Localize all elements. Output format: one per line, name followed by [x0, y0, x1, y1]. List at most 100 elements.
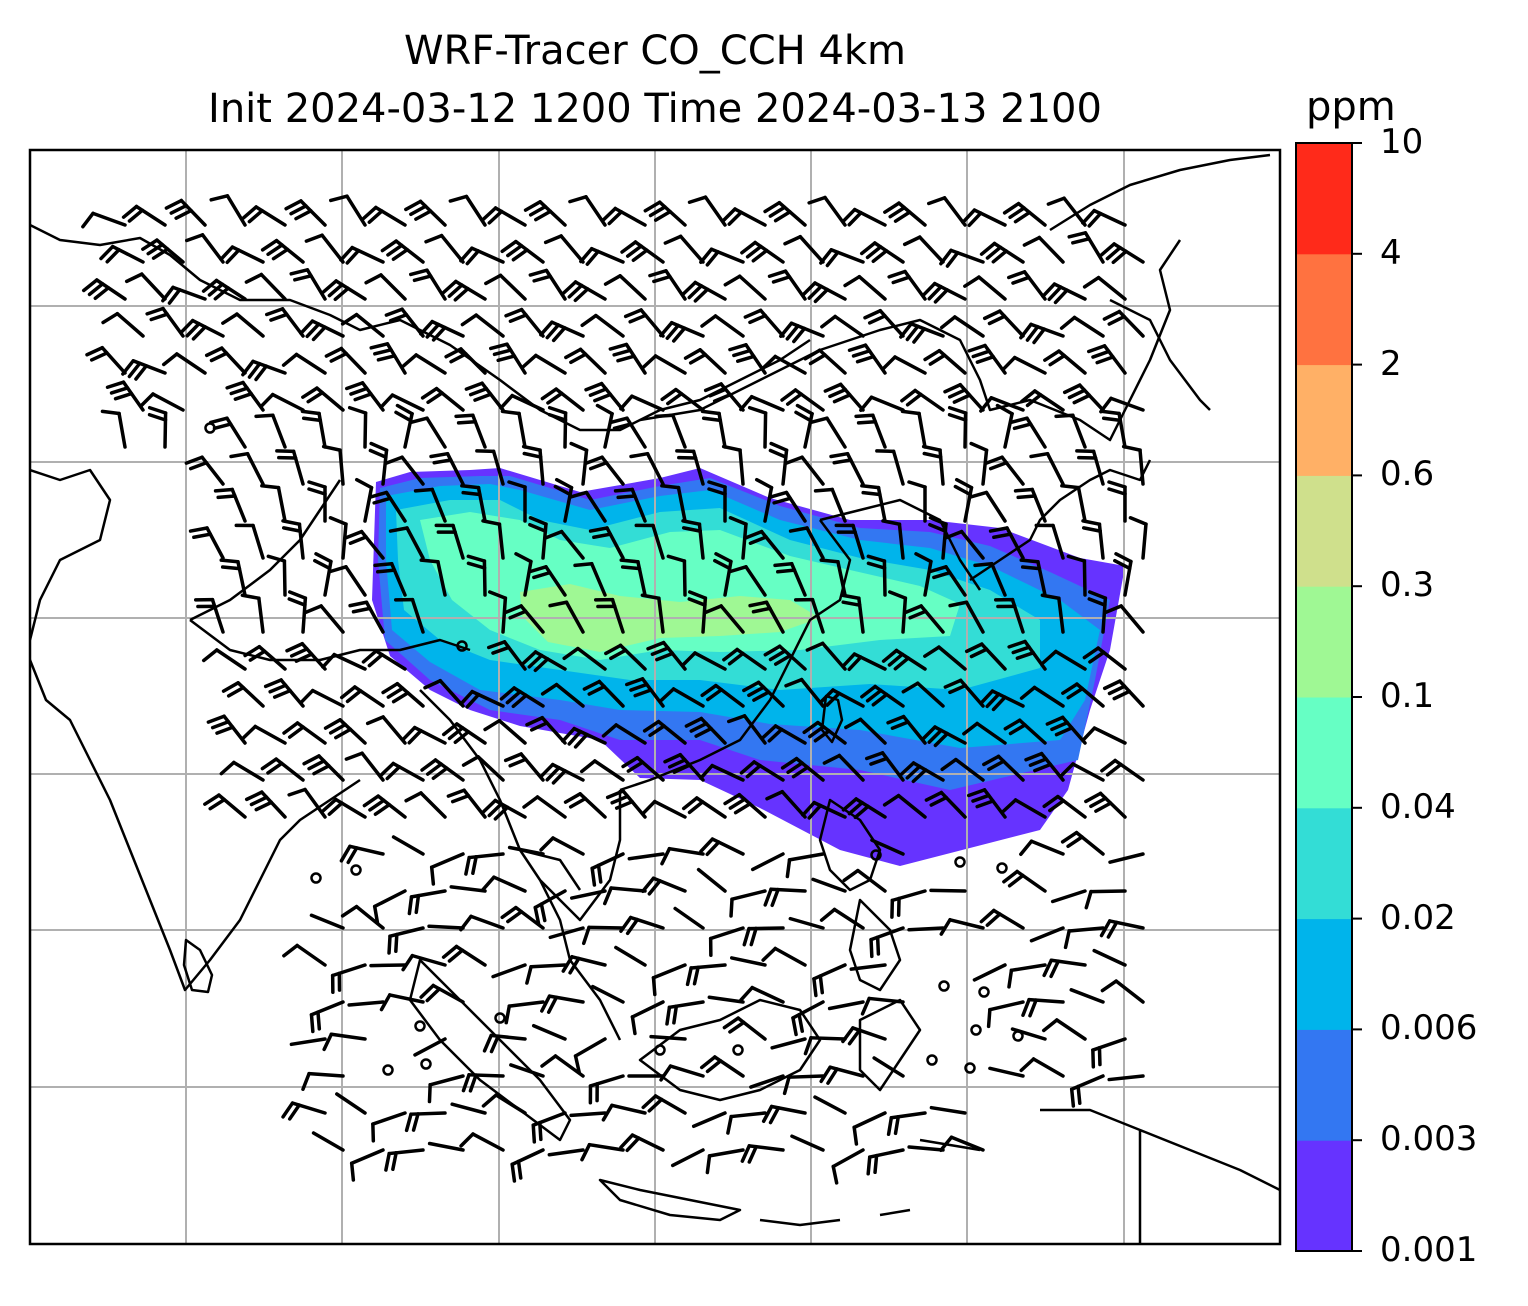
- wind-barb: [881, 648, 927, 671]
- wind-barb: [1099, 919, 1145, 939]
- wind-barb: [499, 686, 545, 709]
- wind-barb: [613, 487, 647, 523]
- wind-barb: [742, 680, 785, 708]
- wind-barb: [105, 380, 145, 412]
- wind-barb: [219, 558, 247, 597]
- wind-barb: [413, 1037, 447, 1057]
- colorbar-segment: [1296, 697, 1352, 809]
- wind-barb: [1002, 201, 1047, 227]
- wind-barb: [368, 490, 407, 523]
- wind-barb: [339, 844, 385, 865]
- wind-barb: [595, 403, 614, 449]
- wind-barb: [1107, 1074, 1145, 1082]
- wind-barb: [801, 281, 847, 304]
- wind-barb: [927, 196, 967, 227]
- wind-barb: [281, 352, 327, 375]
- wind-barb: [943, 382, 985, 412]
- colorbar-segment: [1296, 475, 1352, 587]
- wind-barb: [1042, 958, 1087, 979]
- wind-barb: [721, 207, 767, 227]
- wind-barb: [890, 889, 927, 919]
- wind-barb: [811, 877, 847, 893]
- wind-barb: [504, 1000, 545, 1025]
- wind-barb: [569, 1111, 607, 1118]
- wind-barb: [481, 1093, 527, 1115]
- wind-barb: [449, 885, 487, 893]
- wind-barb: [309, 1000, 345, 1034]
- wind-barb: [788, 526, 825, 560]
- wind-barb: [1069, 1074, 1105, 1108]
- wind-barb: [1082, 646, 1127, 671]
- wind-barb: [812, 963, 847, 998]
- wind-barb: [663, 752, 705, 782]
- wind-barb: [203, 793, 247, 819]
- wind-barb: [860, 684, 905, 708]
- wind-barb: [1103, 604, 1145, 634]
- wind-barb: [739, 394, 785, 412]
- wind-barb: [685, 963, 727, 987]
- wind-barb: [819, 248, 865, 268]
- wind-barb: [843, 274, 887, 301]
- wind-barb: [588, 1074, 625, 1105]
- island-sri-lanka: [182, 938, 214, 994]
- wind-barb: [767, 269, 807, 301]
- wind-barb: [705, 1148, 745, 1175]
- wind-barb: [881, 355, 927, 375]
- wind-barb: [829, 451, 865, 486]
- wind-barb: [768, 441, 789, 486]
- wind-barb: [509, 1063, 545, 1078]
- wind-barb: [573, 1037, 607, 1075]
- wind-barb: [309, 913, 345, 930]
- islands-lesser-sunda: [759, 1138, 981, 1227]
- wind-barb: [614, 945, 647, 967]
- wind-barb: [347, 405, 368, 449]
- wind-barb: [869, 926, 905, 959]
- wind-barb: [1019, 685, 1065, 708]
- wind-barb: [929, 1105, 967, 1115]
- wind-barb: [907, 1145, 945, 1152]
- wind-barb: [1029, 451, 1065, 486]
- wind-barb: [813, 1095, 847, 1115]
- wind-barb: [441, 722, 487, 745]
- wind-barb: [302, 754, 345, 782]
- wind-barb: [1121, 444, 1145, 486]
- wind-barb: [1100, 409, 1127, 449]
- wind-barb: [569, 889, 607, 900]
- wind-barb: [1043, 349, 1087, 375]
- wind-barb: [763, 644, 807, 671]
- wind-barb: [899, 761, 945, 784]
- wind-barb: [819, 558, 847, 597]
- wind-barb: [429, 451, 465, 486]
- wind-barb: [790, 1134, 825, 1152]
- wind-barb: [254, 413, 287, 449]
- wind-barb: [681, 651, 727, 671]
- wind-barb: [528, 565, 567, 597]
- wind-barb: [699, 763, 745, 782]
- wind-barb: [401, 353, 447, 375]
- wind-barb: [902, 235, 945, 264]
- wind-barb: [287, 590, 308, 634]
- wind-barb: [1081, 726, 1127, 745]
- wind-barb: [907, 926, 945, 932]
- wind-barb: [881, 519, 905, 560]
- wind-barb: [707, 995, 745, 1004]
- wind-barb: [640, 593, 665, 634]
- wind-barb: [263, 678, 305, 708]
- wind-barb: [1001, 355, 1047, 375]
- wind-barb: [923, 348, 967, 375]
- wind-barb: [939, 248, 985, 268]
- wind-barb: [164, 198, 207, 227]
- wind-barb: [831, 1148, 865, 1185]
- wind-barb: [603, 274, 647, 301]
- wind-barb: [749, 1074, 785, 1089]
- colorbar-frame: [1295, 142, 1353, 1252]
- coastline-india: [30, 468, 361, 992]
- wind-barb: [901, 681, 945, 708]
- wind-barb: [81, 211, 127, 229]
- wind-barb: [593, 597, 625, 634]
- wind-barb: [827, 1000, 865, 1011]
- wind-barb: [450, 1102, 487, 1115]
- wind-barb: [388, 526, 425, 560]
- wind-barb: [321, 652, 367, 671]
- wind-barb: [533, 889, 567, 926]
